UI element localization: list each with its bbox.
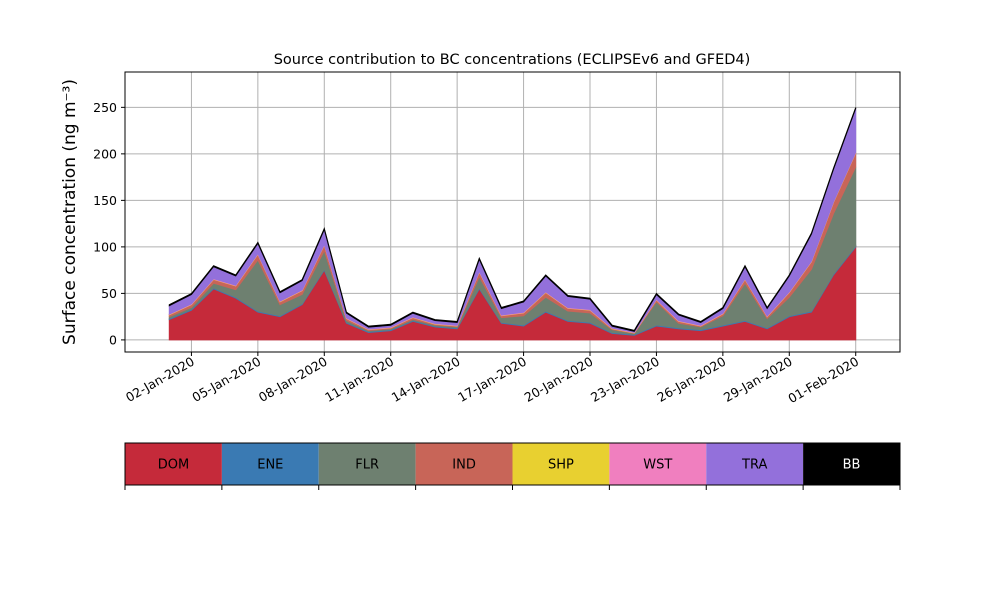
legend-swatch <box>221 443 319 485</box>
y-tick-label: 50 <box>101 286 117 301</box>
legend-label: SHP <box>548 458 574 473</box>
x-tick-label: 20-Jan-2020 <box>522 354 596 405</box>
legend-label: WST <box>643 458 672 473</box>
legend-frame <box>124 442 901 486</box>
x-tick-label: 29-Jan-2020 <box>721 354 795 405</box>
area <box>168 107 857 332</box>
legend-swatch <box>512 443 610 485</box>
legend-swatch <box>415 443 513 485</box>
legend-label: ENE <box>257 458 283 473</box>
legend-label: FLR <box>355 458 379 473</box>
legend-swatch <box>803 443 900 485</box>
x-tick-label: 01-Feb-2020 <box>785 354 861 406</box>
legend-label: BB <box>843 458 861 473</box>
legend-label: IND <box>452 458 476 473</box>
y-axis-label: Surface concentration (ng m⁻³) <box>60 79 80 345</box>
x-tick-label: 26-Jan-2020 <box>654 354 728 405</box>
x-tick-label: 11-Jan-2020 <box>322 354 396 405</box>
legend-swatch <box>706 443 804 485</box>
areas <box>168 107 857 341</box>
chart-title: Source contribution to BC concentrations… <box>274 52 751 68</box>
y-tick-label: 0 <box>109 332 117 347</box>
y-tick-label: 250 <box>93 100 117 115</box>
x-tick-label: 14-Jan-2020 <box>389 354 463 405</box>
legend-swatch <box>318 443 416 485</box>
legend-swatch <box>609 443 707 485</box>
x-tick-label: 02-Jan-2020 <box>123 354 197 405</box>
legend-swatch <box>125 443 222 485</box>
plot-frame <box>124 71 901 353</box>
legend-label: TRA <box>741 458 767 473</box>
x-tick-label: 17-Jan-2020 <box>455 354 529 405</box>
y-tick-label: 100 <box>93 239 117 254</box>
legend-label: DOM <box>158 458 189 473</box>
y-tick-label: 150 <box>93 193 117 208</box>
x-tick-label: 05-Jan-2020 <box>189 354 263 405</box>
y-tick-label: 200 <box>93 146 117 161</box>
x-tick-label: 08-Jan-2020 <box>256 354 330 405</box>
x-tick-label: 23-Jan-2020 <box>588 354 662 405</box>
